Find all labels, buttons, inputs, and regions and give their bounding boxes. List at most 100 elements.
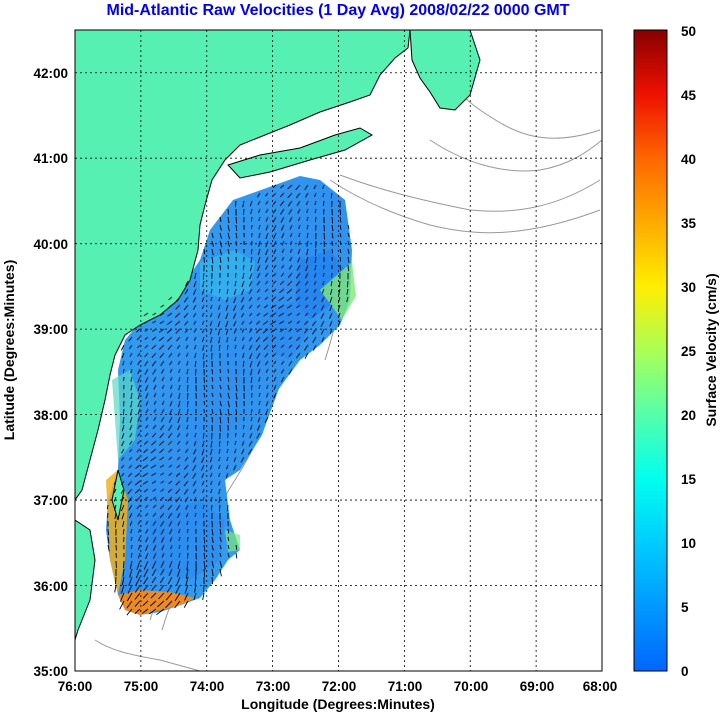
velocity-vector bbox=[304, 288, 309, 293]
velocity-vector bbox=[201, 448, 205, 456]
velocity-vector bbox=[157, 600, 165, 608]
velocity-vector bbox=[346, 280, 349, 288]
velocity-vector bbox=[107, 536, 110, 544]
velocity-vector bbox=[144, 368, 149, 375]
velocity-vector bbox=[265, 360, 269, 366]
velocity-vector bbox=[218, 288, 221, 293]
velocity-vector bbox=[135, 488, 141, 494]
x-tick-label: 72:00 bbox=[322, 679, 357, 694]
velocity-vector bbox=[177, 416, 181, 423]
velocity-vector bbox=[143, 560, 149, 570]
velocity-vector bbox=[183, 600, 189, 608]
velocity-vector bbox=[121, 448, 125, 454]
velocity-vector bbox=[187, 552, 189, 559]
velocity-vector bbox=[120, 480, 125, 486]
velocity-vector bbox=[312, 328, 317, 335]
velocity-vector bbox=[306, 224, 309, 230]
velocity-vector bbox=[178, 384, 181, 391]
velocity-vector bbox=[144, 440, 149, 445]
velocity-vector bbox=[202, 496, 205, 501]
velocity-vector bbox=[175, 304, 181, 310]
velocity-vector bbox=[160, 528, 165, 535]
velocity-vector bbox=[298, 224, 301, 229]
velocity-vector bbox=[152, 504, 157, 509]
velocity-vector bbox=[306, 240, 309, 247]
velocity-vector bbox=[225, 312, 229, 320]
velocity-vector bbox=[287, 200, 293, 207]
velocity-vector bbox=[134, 480, 141, 486]
y-tick-label: 38:00 bbox=[33, 408, 68, 423]
velocity-vector bbox=[242, 344, 245, 350]
colorbar bbox=[633, 29, 668, 672]
velocity-vector bbox=[279, 192, 285, 198]
velocity-vector bbox=[129, 352, 133, 357]
velocity-vector bbox=[234, 280, 237, 287]
velocity-vector bbox=[226, 464, 229, 470]
velocity-vector bbox=[152, 424, 157, 430]
velocity-vector bbox=[184, 464, 189, 470]
velocity-vector bbox=[218, 504, 221, 512]
velocity-vector bbox=[210, 448, 213, 456]
velocity-vector bbox=[160, 520, 165, 527]
velocity-vector bbox=[137, 344, 141, 349]
velocity-vector bbox=[161, 376, 165, 382]
velocity-vector bbox=[202, 432, 205, 439]
velocity-vector bbox=[234, 336, 237, 342]
velocity-vector bbox=[312, 320, 317, 327]
velocity-vector bbox=[134, 608, 141, 615]
velocity-vector bbox=[257, 264, 261, 271]
velocity-vector bbox=[242, 200, 245, 208]
velocity-vector bbox=[266, 376, 269, 381]
velocity-vector bbox=[193, 592, 197, 601]
colorbar-tick-label: 5 bbox=[681, 600, 689, 615]
velocity-vector bbox=[235, 392, 238, 400]
velocity-vector bbox=[160, 560, 165, 568]
velocity-vector bbox=[168, 456, 173, 461]
velocity-vector bbox=[192, 456, 197, 463]
velocity-vector bbox=[306, 208, 309, 213]
velocity-vector bbox=[144, 432, 149, 437]
velocity-vector bbox=[201, 288, 205, 295]
velocity-vector bbox=[135, 568, 141, 578]
velocity-vector bbox=[174, 312, 181, 318]
velocity-vector bbox=[225, 304, 229, 311]
velocity-vector bbox=[241, 280, 245, 288]
velocity-vector bbox=[263, 312, 269, 317]
velocity-vector bbox=[136, 504, 141, 510]
velocity-vector bbox=[161, 368, 165, 374]
velocity-vector bbox=[264, 288, 269, 293]
velocity-vector bbox=[250, 416, 253, 422]
velocity-vector bbox=[225, 472, 229, 478]
velocity-vector bbox=[265, 208, 269, 214]
velocity-vector bbox=[149, 608, 157, 615]
velocity-vector bbox=[121, 440, 125, 447]
velocity-vector bbox=[240, 296, 245, 303]
velocity-vector bbox=[298, 232, 301, 238]
velocity-vector bbox=[137, 408, 141, 415]
velocity-vector bbox=[338, 288, 341, 296]
velocity-vector bbox=[209, 328, 213, 335]
velocity-vector bbox=[128, 456, 133, 461]
velocity-vector bbox=[145, 392, 149, 399]
velocity-vector bbox=[186, 376, 189, 383]
velocity-vector bbox=[202, 272, 205, 280]
velocity-vector bbox=[240, 288, 245, 296]
velocity-vector bbox=[176, 464, 181, 469]
velocity-vector bbox=[152, 488, 157, 492]
velocity-vector bbox=[153, 552, 157, 559]
velocity-vector bbox=[262, 336, 269, 342]
velocity-vector bbox=[304, 272, 309, 279]
velocity-vector bbox=[314, 256, 317, 263]
x-axis-label: Longitude (Degrees:Minutes) bbox=[241, 696, 435, 712]
velocity-vector bbox=[288, 320, 293, 324]
velocity-vector bbox=[175, 480, 181, 486]
velocity-vector bbox=[151, 360, 157, 367]
velocity-vector bbox=[218, 296, 221, 302]
velocity-vector bbox=[129, 424, 133, 431]
velocity-vector bbox=[168, 296, 173, 301]
velocity-vector bbox=[263, 304, 269, 309]
velocity-vector bbox=[211, 552, 214, 558]
velocity-vector bbox=[227, 224, 230, 232]
velocity-vector bbox=[210, 496, 213, 502]
velocity-vector bbox=[177, 440, 181, 445]
